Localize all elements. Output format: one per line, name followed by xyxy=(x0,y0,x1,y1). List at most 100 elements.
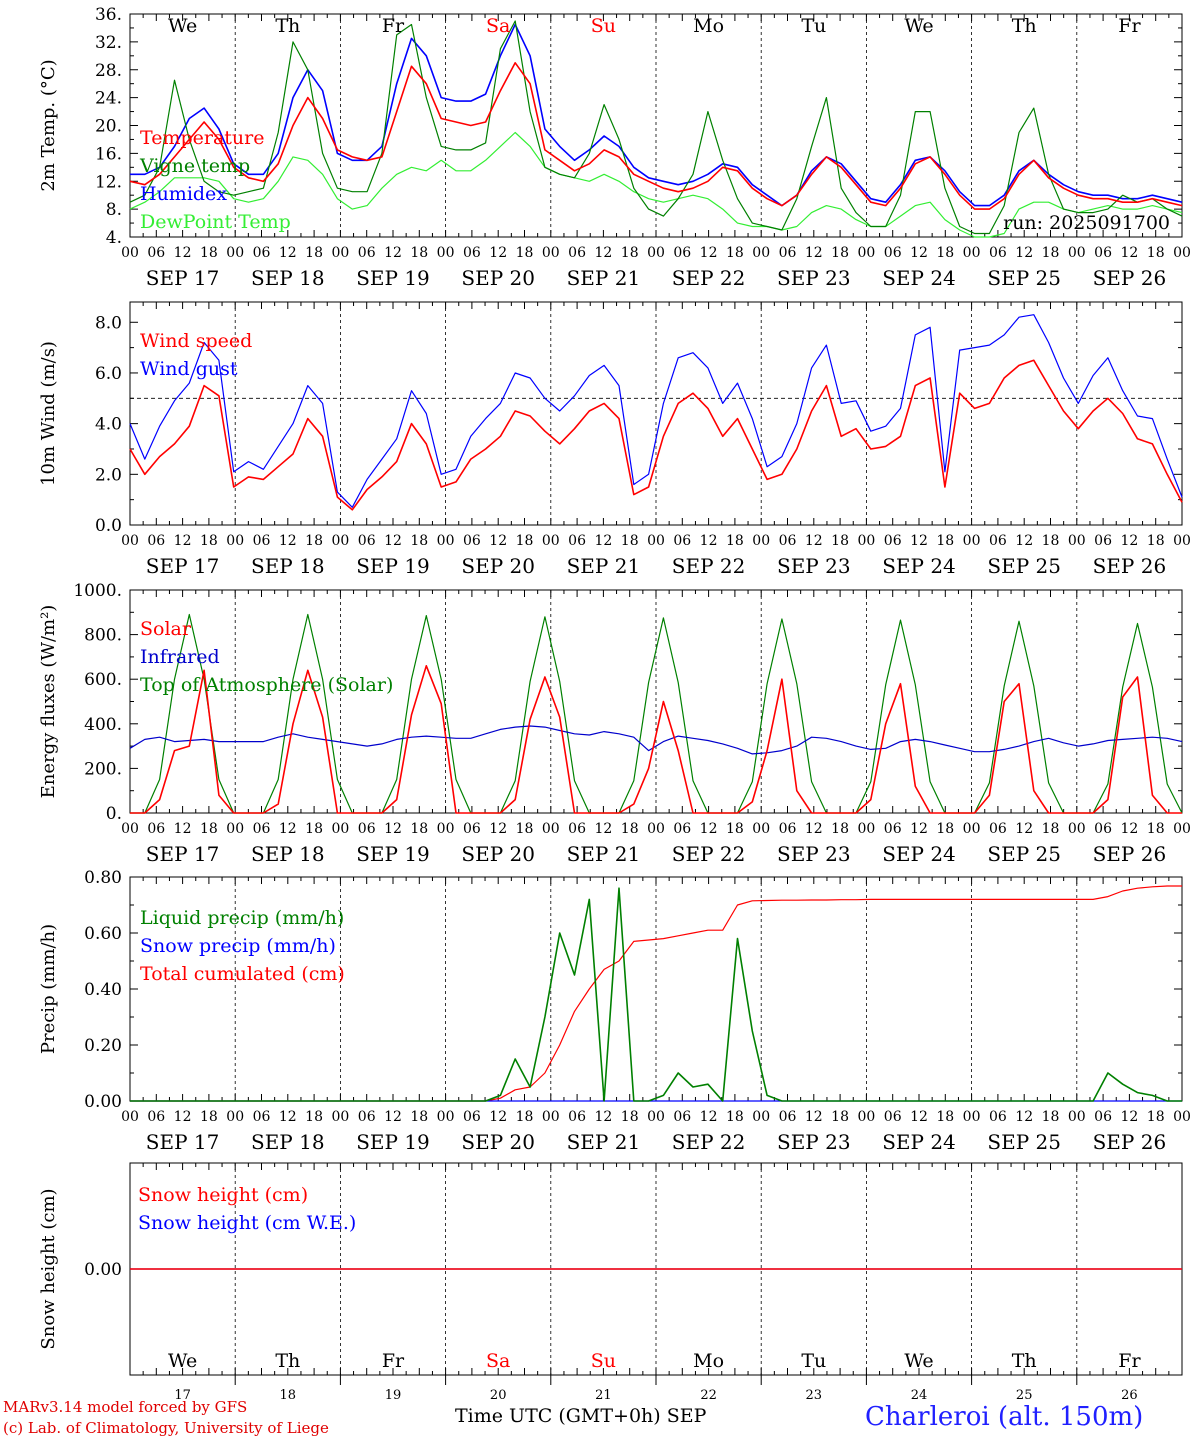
x-hour-label: 00 xyxy=(437,1109,455,1125)
plot-frame xyxy=(129,13,1183,238)
x-hour-label: 00 xyxy=(437,245,455,261)
legend-liquid-precip-mm-h-: Liquid precip (mm/h) xyxy=(140,907,344,929)
x-hour-label: 12 xyxy=(174,821,192,837)
x-date-label: SEP 19 xyxy=(356,266,430,290)
x-hour-label: 00 xyxy=(331,821,349,837)
x-hour-label: 00 xyxy=(647,1109,665,1125)
x-hour-label: 00 xyxy=(647,821,665,837)
x-hour-label: 06 xyxy=(779,245,797,261)
x-hour-label: 12 xyxy=(1120,245,1138,261)
x-hour-label: 06 xyxy=(989,533,1007,549)
series-infrared xyxy=(129,725,1183,755)
x-hour-label: 12 xyxy=(279,533,297,549)
legend-wind-gust: Wind gust xyxy=(140,358,238,380)
x-hour-label: 18 xyxy=(936,533,954,549)
x-date-label: SEP 24 xyxy=(882,1130,956,1154)
x-date-label: SEP 22 xyxy=(672,842,746,866)
x-hour-label: 00 xyxy=(857,1109,875,1125)
x-hour-label: 12 xyxy=(384,533,402,549)
x-day-number: 18 xyxy=(280,1388,297,1403)
x-axis-month: SEP xyxy=(666,1405,707,1427)
x-date-label: SEP 19 xyxy=(356,842,430,866)
y-axis-label: Precip (mm/h) xyxy=(38,924,59,1054)
x-hour-label: 12 xyxy=(1120,1109,1138,1125)
x-day-number: 19 xyxy=(385,1388,402,1403)
weekday-label: Th xyxy=(1012,1350,1037,1372)
x-hour-label: 18 xyxy=(831,533,849,549)
weekday-label: Fr xyxy=(1118,15,1141,37)
x-hour-label: 18 xyxy=(1042,533,1060,549)
x-hour-label: 12 xyxy=(174,533,192,549)
plot-frame xyxy=(129,589,1183,814)
x-day-number: 17 xyxy=(174,1388,191,1403)
y-tick-label: 0.00 xyxy=(84,1092,122,1112)
x-hour-label: 06 xyxy=(147,245,165,261)
x-hour-label: 12 xyxy=(594,533,612,549)
x-hour-label: 00 xyxy=(542,533,560,549)
y-tick-label: 16. xyxy=(95,144,122,164)
x-hour-label: 18 xyxy=(516,821,534,837)
y-tick-label: 0.0 xyxy=(95,516,122,536)
x-hour-label: 12 xyxy=(1015,821,1033,837)
y-tick-label: 12. xyxy=(95,172,122,192)
x-date-label: SEP 25 xyxy=(987,1130,1061,1154)
legend-snow-height-cm-w-e-: Snow height (cm W.E.) xyxy=(138,1212,356,1234)
x-date-label: SEP 18 xyxy=(251,266,325,290)
x-day-number: 25 xyxy=(1016,1388,1033,1403)
x-date-label: SEP 22 xyxy=(672,266,746,290)
x-hour-label: 00 xyxy=(331,1109,349,1125)
legend-dewpoint-temp: DewPoint Temp xyxy=(140,211,291,233)
lab-credit: (c) Lab. of Climatology, University of L… xyxy=(3,1419,329,1437)
x-hour-label: 00 xyxy=(647,245,665,261)
x-hour-label: 12 xyxy=(805,533,823,549)
x-hour-label: 18 xyxy=(621,245,639,261)
x-hour-label: 00 xyxy=(121,533,139,549)
x-hour-label: 00 xyxy=(1173,533,1191,549)
x-date-label: SEP 24 xyxy=(882,266,956,290)
x-date-label: SEP 23 xyxy=(777,554,851,578)
legend-total-cumulated-cm-: Total cumulated (cm) xyxy=(140,963,345,985)
x-date-label: SEP 20 xyxy=(461,266,535,290)
x-day-number: 23 xyxy=(806,1388,823,1403)
x-date-label: SEP 17 xyxy=(146,842,220,866)
x-hour-label: 18 xyxy=(200,1109,218,1125)
x-hour-label: 12 xyxy=(1120,821,1138,837)
x-hour-label: 00 xyxy=(542,245,560,261)
y-tick-label: 0.40 xyxy=(84,980,122,1000)
x-hour-label: 00 xyxy=(331,245,349,261)
x-date-label: SEP 17 xyxy=(146,266,220,290)
x-date-label: SEP 22 xyxy=(672,554,746,578)
x-hour-label: 12 xyxy=(489,821,507,837)
x-hour-label: 06 xyxy=(673,533,691,549)
x-hour-label: 00 xyxy=(437,821,455,837)
x-hour-label: 18 xyxy=(726,245,744,261)
weekday-label: Mo xyxy=(693,1350,724,1372)
x-date-label: SEP 26 xyxy=(1093,554,1167,578)
x-hour-label: 06 xyxy=(463,245,481,261)
weekday-label: We xyxy=(168,1350,197,1372)
series-wind-gust xyxy=(129,314,1183,508)
x-hour-label: 18 xyxy=(305,1109,323,1125)
x-hour-label: 12 xyxy=(700,1109,718,1125)
x-date-label: SEP 25 xyxy=(987,842,1061,866)
x-hour-label: 00 xyxy=(542,1109,560,1125)
x-hour-label: 12 xyxy=(489,1109,507,1125)
x-date-label: SEP 17 xyxy=(146,1130,220,1154)
x-hour-label: 18 xyxy=(936,1109,954,1125)
legend-vigne-temp: Vigne temp xyxy=(139,155,250,177)
x-date-label: SEP 22 xyxy=(672,1130,746,1154)
x-hour-label: 06 xyxy=(884,245,902,261)
x-hour-label: 00 xyxy=(226,533,244,549)
x-hour-label: 00 xyxy=(331,533,349,549)
x-hour-label: 12 xyxy=(279,1109,297,1125)
x-hour-label: 12 xyxy=(805,821,823,837)
series-wind-speed xyxy=(129,359,1183,511)
x-date-label: SEP 21 xyxy=(567,842,641,866)
weekday-label: Th xyxy=(275,1350,300,1372)
y-tick-label: 0.80 xyxy=(84,868,122,888)
x-date-label: SEP 20 xyxy=(461,842,535,866)
x-day-number: 22 xyxy=(700,1388,717,1403)
x-hour-label: 18 xyxy=(200,533,218,549)
y-axis-label: Energy fluxes (W/m²) xyxy=(38,605,59,799)
weekday-label: Fr xyxy=(382,15,405,37)
